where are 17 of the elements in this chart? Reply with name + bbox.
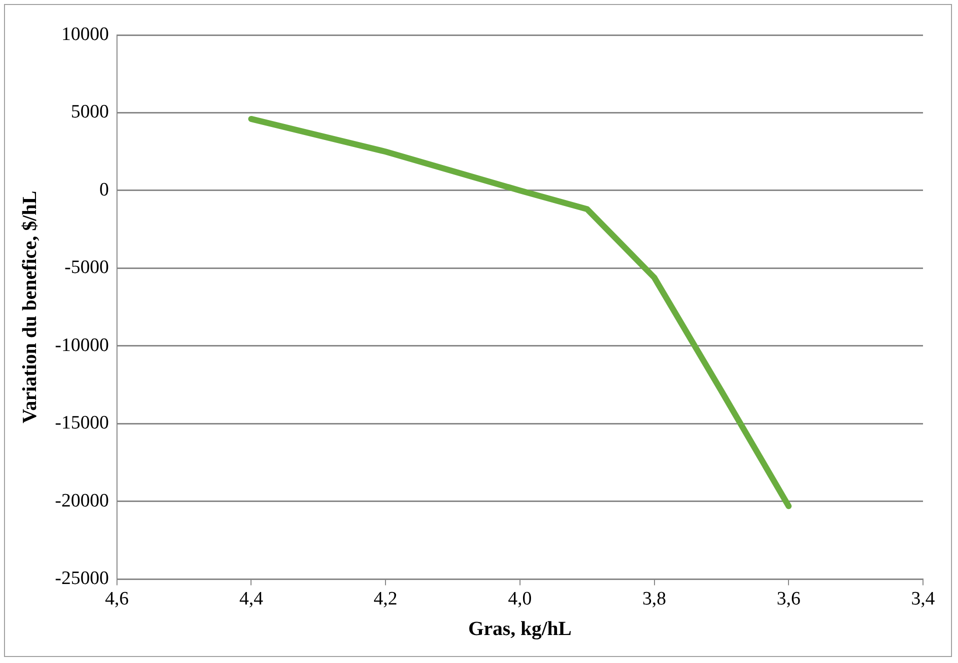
y-tick-label: 0 [99,179,109,200]
y-tick-label: -25000 [55,568,109,590]
x-tick-label: 3,6 [776,588,801,610]
x-tick-label: 3,4 [911,588,936,610]
y-tick-label: -5000 [64,257,109,278]
x-tick-label: 3,8 [642,588,666,610]
y-axis-title: Variation du benefice, $/hL [19,190,42,424]
y-tick-label: 10000 [61,24,109,45]
x-tick-label: 4,6 [104,588,129,610]
x-tick-label: 4,0 [508,588,532,610]
y-tick-label: -10000 [55,334,109,356]
y-tick-label: 5000 [70,102,109,123]
y-tick-label: -20000 [55,490,109,512]
x-axis-title: Gras, kg/hL [468,618,572,640]
x-tick-label: 4,4 [239,588,264,610]
x-tick-label: 4,2 [374,588,398,610]
y-tick-label: -15000 [55,412,109,434]
